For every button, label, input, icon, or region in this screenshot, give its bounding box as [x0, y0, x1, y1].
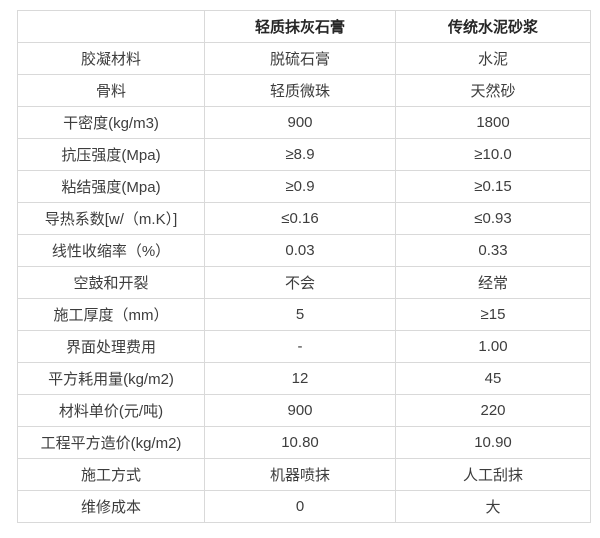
cement-value: 1800 [395, 106, 591, 139]
gypsum-value: 10.80 [204, 426, 396, 459]
table-row-construction-thickness: 施工厚度（mm） 5 ≥15 [17, 298, 591, 331]
table-row-interface-treatment-cost: 界面处理费用 - 1.00 [17, 330, 591, 363]
gypsum-value: ≤0.16 [204, 202, 396, 235]
table-row-material-unit-price: 材料单价(元/吨) 900 220 [17, 394, 591, 427]
gypsum-value: 900 [204, 106, 396, 139]
row-label: 线性收缩率（%） [17, 234, 205, 267]
header-empty-cell [17, 10, 205, 43]
gypsum-value: 12 [204, 362, 396, 395]
row-label: 抗压强度(Mpa) [17, 138, 205, 171]
material-comparison-table: 轻质抹灰石膏 传统水泥砂浆 胶凝材料 脱硫石膏 水泥 骨料 轻质微珠 天然砂 干… [17, 10, 591, 523]
header-gypsum-column: 轻质抹灰石膏 [204, 10, 396, 43]
gypsum-value: 5 [204, 298, 396, 331]
table-row-maintenance-cost: 维修成本 0 大 [17, 490, 591, 523]
cement-value: 水泥 [395, 42, 591, 75]
row-label: 平方耗用量(kg/m2) [17, 362, 205, 395]
gypsum-value: 0.03 [204, 234, 396, 267]
cement-value: 0.33 [395, 234, 591, 267]
row-label: 粘结强度(Mpa) [17, 170, 205, 203]
cement-value: ≥15 [395, 298, 591, 331]
gypsum-value: ≥0.9 [204, 170, 396, 203]
row-label: 空鼓和开裂 [17, 266, 205, 299]
gypsum-value: 轻质微珠 [204, 74, 396, 107]
cement-value: ≥0.15 [395, 170, 591, 203]
row-label: 工程平方造价(kg/m2) [17, 426, 205, 459]
row-label: 骨料 [17, 74, 205, 107]
table-row-compressive-strength: 抗压强度(Mpa) ≥8.9 ≥10.0 [17, 138, 591, 171]
cement-value: 人工刮抹 [395, 458, 591, 491]
cement-value: 1.00 [395, 330, 591, 363]
gypsum-value: ≥8.9 [204, 138, 396, 171]
row-label: 施工厚度（mm） [17, 298, 205, 331]
table-header-row: 轻质抹灰石膏 传统水泥砂浆 [17, 10, 591, 43]
cement-value: 经常 [395, 266, 591, 299]
cement-value: 大 [395, 490, 591, 523]
table-row-linear-shrinkage: 线性收缩率（%） 0.03 0.33 [17, 234, 591, 267]
row-label: 施工方式 [17, 458, 205, 491]
gypsum-value: 900 [204, 394, 396, 427]
gypsum-value: 0 [204, 490, 396, 523]
row-label: 材料单价(元/吨) [17, 394, 205, 427]
comparison-table-container: 轻质抹灰石膏 传统水泥砂浆 胶凝材料 脱硫石膏 水泥 骨料 轻质微珠 天然砂 干… [17, 10, 591, 523]
table-row-binding-material: 胶凝材料 脱硫石膏 水泥 [17, 42, 591, 75]
header-cement-column: 传统水泥砂浆 [395, 10, 591, 43]
gypsum-value: 脱硫石膏 [204, 42, 396, 75]
table-row-thermal-conductivity: 导热系数[w/（m.K）] ≤0.16 ≤0.93 [17, 202, 591, 235]
cement-value: 45 [395, 362, 591, 395]
gypsum-value: 机器喷抹 [204, 458, 396, 491]
cement-value: ≤0.93 [395, 202, 591, 235]
row-label: 胶凝材料 [17, 42, 205, 75]
row-label: 维修成本 [17, 490, 205, 523]
table-row-dry-density: 干密度(kg/m3) 900 1800 [17, 106, 591, 139]
cement-value: 天然砂 [395, 74, 591, 107]
gypsum-value: 不会 [204, 266, 396, 299]
table-row-hollowing-cracking: 空鼓和开裂 不会 经常 [17, 266, 591, 299]
cement-value: ≥10.0 [395, 138, 591, 171]
table-row-project-cost-per-sqm: 工程平方造价(kg/m2) 10.80 10.90 [17, 426, 591, 459]
row-label: 导热系数[w/（m.K）] [17, 202, 205, 235]
row-label: 界面处理费用 [17, 330, 205, 363]
cement-value: 220 [395, 394, 591, 427]
table-row-consumption-per-sqm: 平方耗用量(kg/m2) 12 45 [17, 362, 591, 395]
row-label: 干密度(kg/m3) [17, 106, 205, 139]
table-row-construction-method: 施工方式 机器喷抹 人工刮抹 [17, 458, 591, 491]
cement-value: 10.90 [395, 426, 591, 459]
gypsum-value: - [204, 330, 396, 363]
table-row-bond-strength: 粘结强度(Mpa) ≥0.9 ≥0.15 [17, 170, 591, 203]
table-row-aggregate: 骨料 轻质微珠 天然砂 [17, 74, 591, 107]
